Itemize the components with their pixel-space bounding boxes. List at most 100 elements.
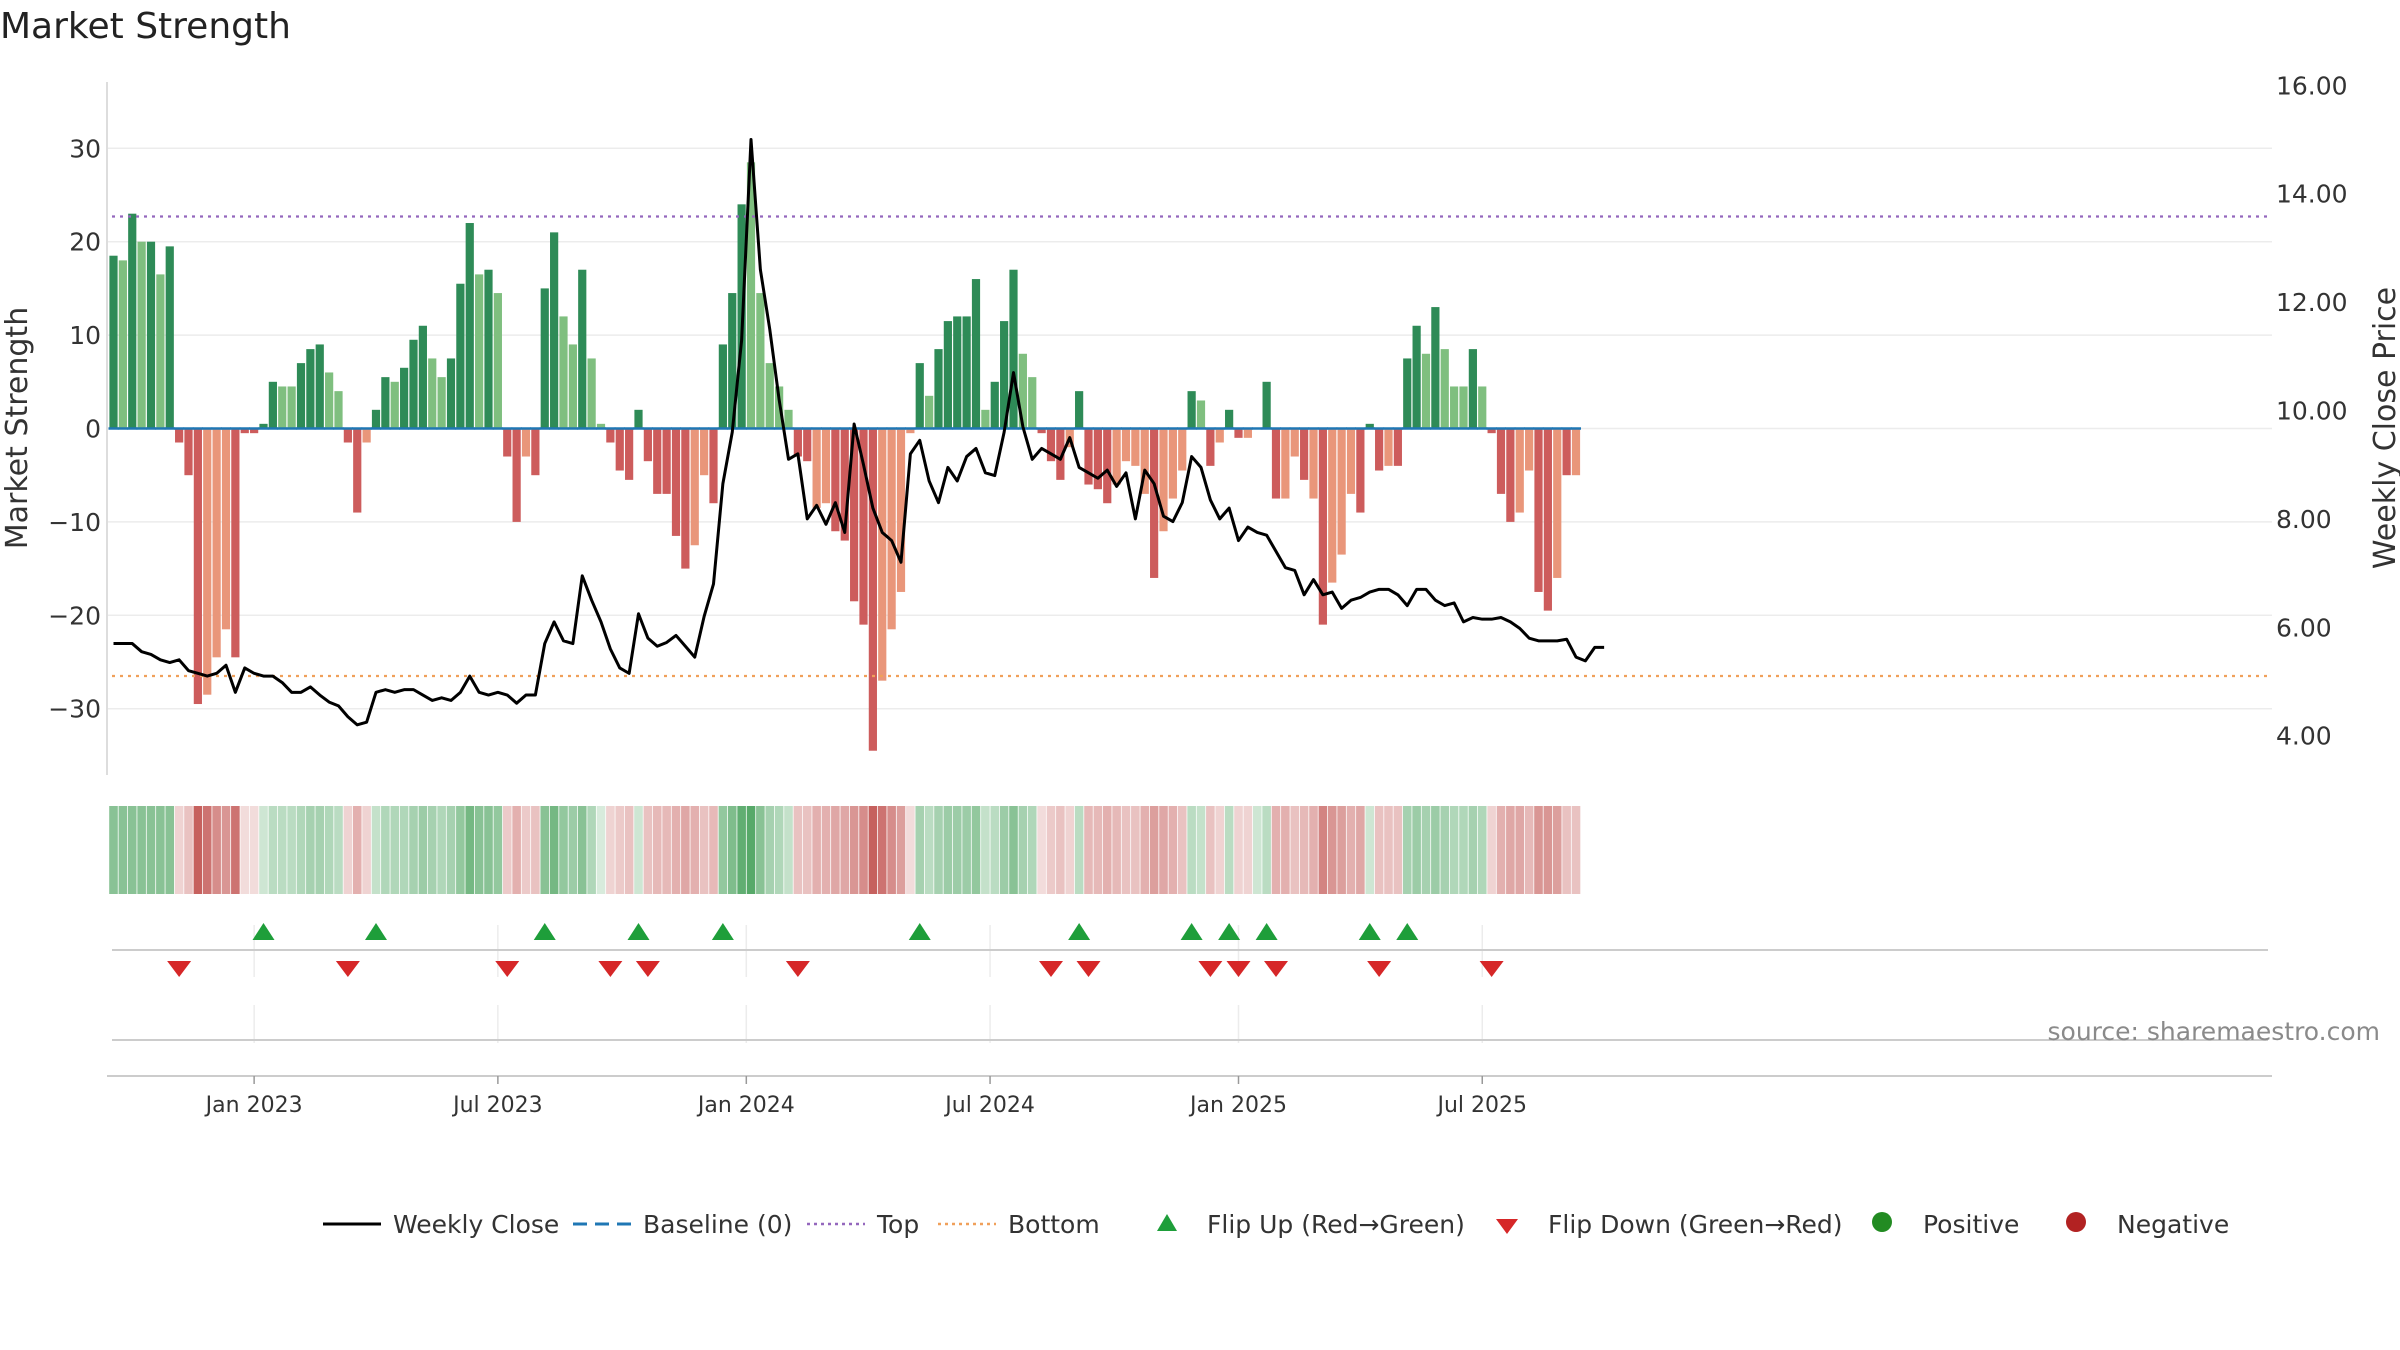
- flip-up-marker: [533, 923, 556, 940]
- heat-cell: [1018, 806, 1028, 894]
- heat-cell: [1449, 806, 1459, 894]
- heat-cell: [671, 806, 681, 894]
- strength-bar: [1000, 321, 1009, 429]
- flip-up-marker: [252, 923, 275, 940]
- heat-cell: [240, 806, 250, 894]
- strength-bar: [1271, 428, 1281, 499]
- strength-bar: [1215, 428, 1224, 443]
- heat-cell: [231, 806, 240, 894]
- heat-cell: [1281, 806, 1290, 894]
- heat-cell: [418, 806, 428, 894]
- strength-bar: [718, 344, 727, 429]
- strength-bar: [606, 428, 615, 443]
- heat-cell: [118, 806, 128, 894]
- strength-bar: [437, 377, 446, 429]
- heat-cell: [859, 806, 868, 894]
- heat-cell: [315, 806, 325, 894]
- right-tick-labels: 16.00 14.00 12.00 10.00 8.00 6.00 4.00: [2276, 71, 2348, 750]
- strength-bar: [493, 293, 502, 429]
- strength-bar: [1178, 428, 1187, 471]
- strength-bar: [503, 428, 512, 457]
- date-tick-label: Jan 2025: [1188, 1093, 1287, 1118]
- legend-item: Flip Up (Red→Green): [1157, 1210, 1465, 1239]
- heat-cell: [615, 806, 625, 894]
- strength-bar: [578, 269, 587, 429]
- strength-bar: [184, 428, 193, 476]
- strength-bar: [1131, 428, 1140, 466]
- strength-bar: [1337, 428, 1346, 555]
- flip-up-marker: [365, 923, 387, 940]
- strength-bar: [896, 428, 906, 592]
- heat-cell: [1393, 806, 1403, 894]
- heat-cell: [990, 806, 1000, 894]
- strength-bar: [662, 428, 671, 494]
- heat-cell: [399, 806, 409, 894]
- heat-cell: [512, 806, 521, 894]
- strength-bar: [278, 386, 287, 429]
- heat-cell: [1234, 806, 1243, 894]
- heat-cell: [277, 806, 287, 894]
- flip-up-marker: [1255, 923, 1278, 940]
- date-tick-label: Jul 2024: [943, 1093, 1035, 1118]
- heat-cell: [690, 806, 700, 894]
- strength-bar: [287, 386, 296, 429]
- legend-swatch: [1872, 1212, 1892, 1232]
- heat-cell: [1524, 806, 1534, 894]
- legend-item: Flip Down (Green→Red): [1496, 1210, 1843, 1239]
- heat-cell: [502, 806, 512, 894]
- flip-down-marker: [1264, 961, 1288, 977]
- strength-bar: [681, 428, 690, 569]
- heat-cell: [1440, 806, 1450, 894]
- heat-cell: [456, 806, 465, 894]
- heat-cell: [1102, 806, 1112, 894]
- heat-cell: [1065, 806, 1075, 894]
- heat-cell: [727, 806, 737, 894]
- strength-bar: [1571, 428, 1581, 476]
- legend-item: Positive: [1872, 1210, 2019, 1239]
- strength-bar: [962, 316, 971, 429]
- flip-down-marker: [335, 961, 360, 977]
- strength-bar: [156, 274, 165, 429]
- strength-bar: [231, 428, 240, 658]
- heat-cell: [474, 806, 484, 894]
- strength-bar: [118, 260, 127, 429]
- heat-cell: [1459, 806, 1468, 894]
- heat-cell: [1084, 806, 1093, 894]
- flip-down-marker: [1226, 961, 1251, 977]
- strength-bar: [906, 428, 915, 434]
- heat-cell: [249, 806, 259, 894]
- heat-cell: [1421, 806, 1431, 894]
- strength-bar: [409, 339, 418, 429]
- strength-bar: [353, 428, 362, 513]
- heat-cell: [296, 806, 306, 894]
- strength-bar: [446, 358, 456, 429]
- heat-cell: [709, 806, 718, 894]
- heat-cell: [737, 806, 746, 894]
- heat-cell: [802, 806, 812, 894]
- flip-down-marker: [1367, 961, 1392, 977]
- heat-cell: [877, 806, 887, 894]
- heat-cell: [849, 806, 859, 894]
- strength-bar: [1234, 428, 1243, 438]
- heat-cell: [1384, 806, 1393, 894]
- flip-down-marker: [495, 961, 520, 977]
- heat-cell: [127, 806, 137, 894]
- strength-bar: [625, 428, 634, 480]
- heat-cell: [1299, 806, 1309, 894]
- strength-bar: [1093, 428, 1102, 490]
- strength-bar: [400, 367, 409, 429]
- legend-label: Negative: [2117, 1210, 2229, 1239]
- y-tick-label: 20: [69, 228, 101, 257]
- heat-cell: [1346, 806, 1356, 894]
- strength-bar: [512, 428, 521, 522]
- strength-bar: [1046, 428, 1056, 462]
- heat-cell: [559, 806, 568, 894]
- heat-cell: [652, 806, 662, 894]
- strength-bar: [175, 428, 184, 443]
- strength-bar: [1140, 428, 1149, 494]
- heat-cell: [409, 806, 418, 894]
- strength-bar: [850, 428, 859, 602]
- heat-cell: [212, 806, 221, 894]
- heat-cell: [999, 806, 1009, 894]
- heat-cell: [193, 806, 203, 894]
